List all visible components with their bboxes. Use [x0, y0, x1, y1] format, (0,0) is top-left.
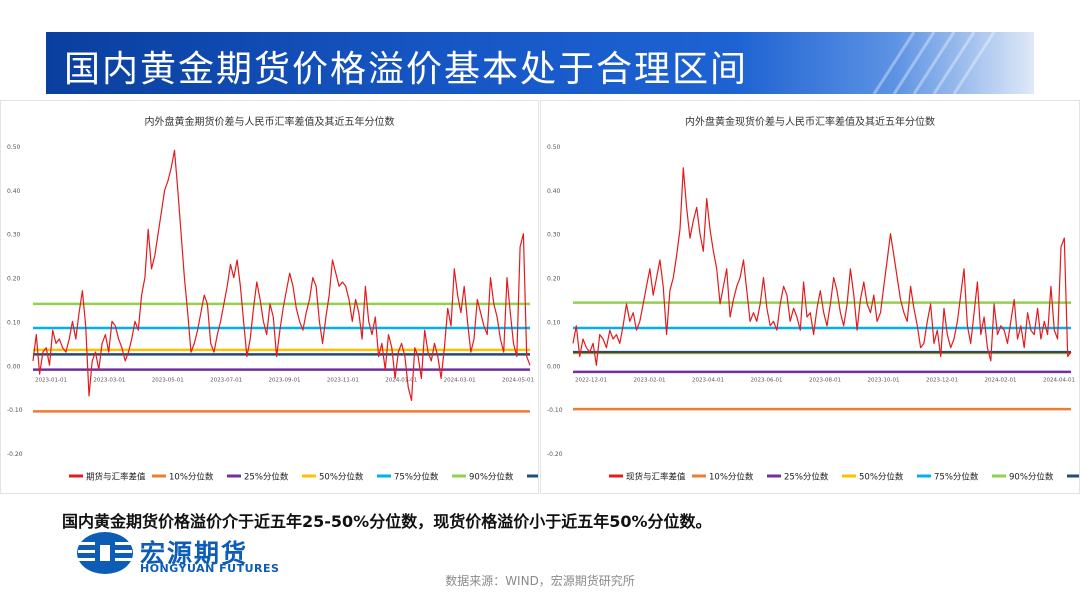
page-title: 国内黄金期货价格溢价基本处于合理区间	[64, 49, 749, 90]
chart-panel-futures: 内外盘黄金期货价差与人民币汇率差值及其近五年分位数 -0.20 -0.10 0.00 0…	[0, 100, 539, 494]
summary-text: 国内黄金期货价格溢价介于近五年25-50%分位数，现货价格溢价小于近五年50%分…	[62, 512, 712, 531]
x-tick-label: 2024-03-01	[444, 377, 476, 383]
chart-panel-spot: 内外盘黄金现货价差与人民币汇率差值及其近五年分位数 -0.20 -0.10 0.00 0…	[540, 100, 1080, 494]
y-tick-label: 0.20	[547, 276, 561, 283]
chart-title: 内外盘黄金期货价差与人民币汇率差值及其近五年分位数	[145, 115, 395, 128]
y-tick-label: -0.10	[547, 407, 563, 414]
x-tick-label: 2023-03-01	[93, 377, 125, 383]
y-tick-label: -0.10	[7, 407, 23, 414]
x-tick-label: 2024-02-01	[985, 377, 1017, 383]
x-tick-label: 2023-11-01	[327, 377, 359, 383]
chart-title: 内外盘黄金现货价差与人民币汇率差值及其近五年分位数	[685, 115, 935, 128]
x-tick-label: 2023-06-01	[751, 377, 783, 383]
y-tick-label: 0.50	[547, 144, 561, 151]
x-tick-label: 2023-02-01	[634, 377, 666, 383]
x-tick-label: 2024-05-01	[502, 377, 534, 383]
banner-stripes-graphic	[872, 32, 996, 94]
data-source: 数据来源：WIND，宏源期货研究所	[445, 574, 635, 588]
legend-label: 75%分位数	[394, 472, 439, 483]
y-tick-label: 0.50	[7, 144, 21, 151]
y-tick-label: 0.00	[7, 363, 21, 370]
y-tick-label: -0.20	[7, 451, 23, 458]
legend-label: 期货与汇率差值	[86, 472, 146, 483]
y-tick-label: 0.10	[547, 319, 561, 326]
x-tick-label: 2024-04-01	[1043, 377, 1075, 383]
x-tick-label: 2023-04-01	[692, 377, 724, 383]
x-tick-label: 2024-01-01	[385, 377, 417, 383]
spot-premium-chart: 内外盘黄金现货价差与人民币汇率差值及其近五年分位数 -0.20 -0.10 0.00 0…	[547, 115, 1079, 483]
logo-english-name: HONGYUAN FUTURES	[140, 562, 280, 575]
legend-label: 75%分位数	[934, 472, 979, 483]
legend-label: 90%分位数	[469, 472, 514, 483]
y-tick-label: 0.30	[7, 232, 21, 239]
y-tick-label: 0.30	[547, 232, 561, 239]
y-tick-label: -0.20	[547, 451, 563, 458]
futures-premium-chart: 内外盘黄金期货价差与人民币汇率差值及其近五年分位数 -0.20 -0.10 0.00 0…	[7, 115, 538, 483]
y-tick-label: 0.40	[547, 188, 561, 195]
banner-stripes	[834, 32, 1034, 94]
y-tick-label: 0.40	[7, 188, 21, 195]
x-tick-label: 2023-07-01	[210, 377, 242, 383]
y-tick-label: 0.10	[7, 319, 21, 326]
legend-label: 现货与汇率差值	[626, 472, 686, 483]
hongyuan-logo-icon	[77, 532, 133, 574]
legend-label: 25%分位数	[244, 472, 289, 483]
company-logo: 宏源期货 HONGYUAN FUTURES	[76, 530, 316, 576]
x-tick-label: 2023-01-01	[35, 377, 67, 383]
y-tick-label: 0.00	[547, 363, 561, 370]
legend-label: 50%分位数	[319, 472, 364, 483]
legend-label: 50%分位数	[859, 472, 904, 483]
x-tick-label: 2023-08-01	[809, 377, 841, 383]
legend-label: 90%分位数	[1009, 472, 1054, 483]
legend-label: 10%分位数	[169, 472, 214, 483]
logo-chinese-name: 宏源期货	[140, 539, 249, 568]
y-tick-label: 0.20	[7, 276, 21, 283]
x-tick-label: 2023-10-01	[868, 377, 900, 383]
legend-label: 10%分位数	[709, 472, 754, 483]
title-banner: 国内黄金期货价格溢价基本处于合理区间	[46, 32, 1034, 94]
legend-label: 25%分位数	[784, 472, 829, 483]
x-tick-label: 2023-09-01	[269, 377, 301, 383]
x-tick-label: 2023-05-01	[152, 377, 184, 383]
series-line-main	[32, 149, 531, 401]
x-tick-label: 2022-12-01	[575, 377, 607, 383]
x-tick-label: 2023-12-01	[926, 377, 958, 383]
series-line-main	[572, 167, 1072, 366]
